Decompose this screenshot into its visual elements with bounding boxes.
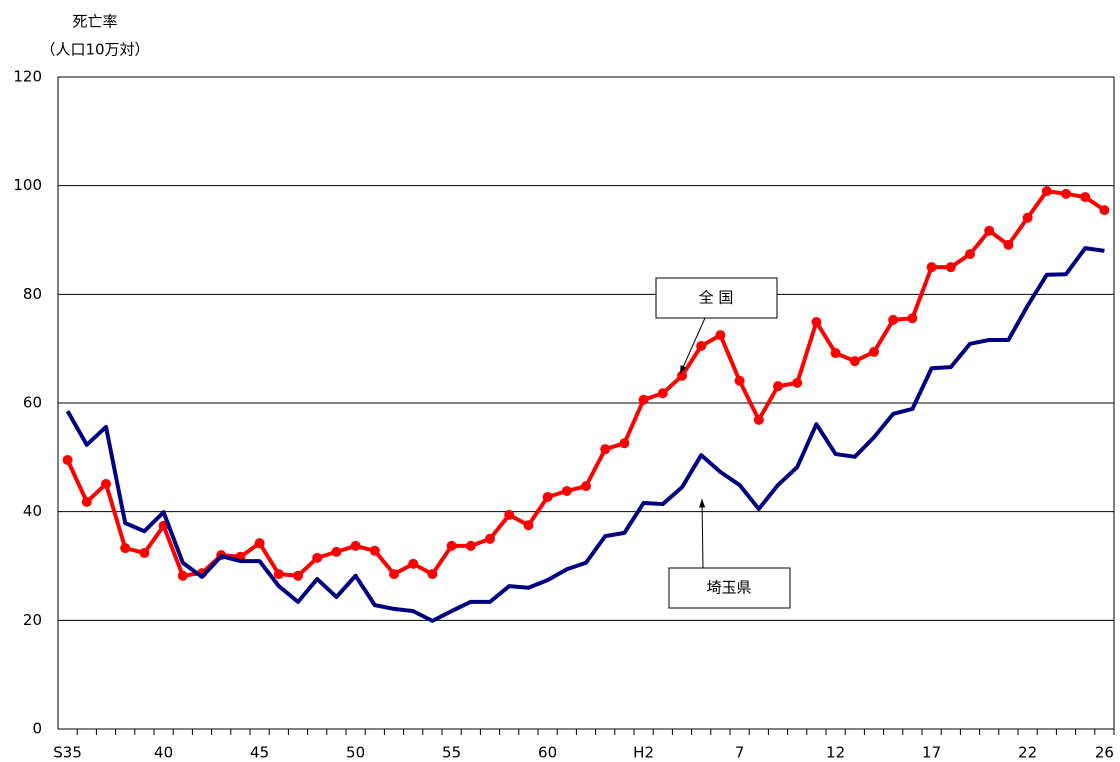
point <box>811 317 822 328</box>
point <box>139 547 150 558</box>
point <box>293 570 303 581</box>
point <box>369 545 380 556</box>
y-tick-label: 80 <box>23 285 42 303</box>
point <box>734 375 745 386</box>
point <box>254 538 265 549</box>
point <box>523 520 534 531</box>
y-tick-label: 0 <box>32 720 42 738</box>
point <box>427 569 438 580</box>
point <box>1080 192 1091 203</box>
point <box>1022 212 1033 223</box>
point <box>600 444 611 455</box>
x-tick-label: H2 <box>633 744 654 762</box>
annotation-box <box>655 277 778 319</box>
point <box>62 455 73 466</box>
point <box>657 388 668 399</box>
point <box>331 546 342 557</box>
plot-frame <box>57 76 1115 730</box>
point <box>177 570 188 581</box>
point <box>715 330 726 341</box>
point <box>965 249 975 260</box>
point <box>542 491 553 502</box>
point <box>389 569 399 580</box>
y-tick-label: 20 <box>23 611 42 629</box>
point <box>408 558 419 569</box>
point <box>561 486 572 497</box>
x-tick-label: 50 <box>346 744 365 762</box>
point <box>907 313 918 324</box>
x-tick-label: 60 <box>538 744 557 762</box>
point <box>849 356 860 367</box>
point <box>926 262 937 273</box>
series-line <box>65 246 1105 623</box>
point <box>830 348 841 359</box>
annotation-label: 埼玉県 <box>706 579 751 597</box>
point <box>638 394 649 405</box>
point <box>101 478 111 489</box>
annotation-box <box>668 567 791 609</box>
point <box>696 340 707 351</box>
point <box>465 540 476 551</box>
x-tick-label: S35 <box>53 744 82 762</box>
series-line <box>65 189 1106 578</box>
annotation-label: 全 国 <box>699 289 734 307</box>
point <box>1003 239 1014 250</box>
point <box>869 346 879 357</box>
point <box>888 314 899 325</box>
y-tick-label: 40 <box>23 502 42 520</box>
x-tick-label: 12 <box>826 744 845 762</box>
point <box>581 481 591 492</box>
y-tick-label: 100 <box>13 176 42 194</box>
point <box>1041 186 1052 197</box>
point <box>446 540 457 551</box>
x-tick-label: 55 <box>442 744 461 762</box>
point <box>312 552 323 563</box>
x-tick-label: 7 <box>735 744 745 762</box>
point <box>1061 188 1071 199</box>
point <box>485 533 495 544</box>
point <box>792 377 803 388</box>
point <box>677 370 687 381</box>
point <box>1099 205 1110 216</box>
point <box>945 262 956 273</box>
y-axis-label: （人口10万対） <box>40 41 149 59</box>
point <box>120 543 131 554</box>
x-tick-label: 17 <box>922 744 941 762</box>
point <box>81 496 92 507</box>
x-tick-label: 26 <box>1095 744 1114 762</box>
point <box>350 540 361 551</box>
x-tick-label: 22 <box>1018 744 1037 762</box>
arrow-head <box>680 365 687 374</box>
point <box>504 509 515 520</box>
x-tick-label: 40 <box>154 744 173 762</box>
y-tick-label: 60 <box>23 394 42 412</box>
point <box>273 569 284 580</box>
point <box>619 438 630 449</box>
y-axis-label: 死亡率 <box>72 13 117 31</box>
point <box>984 225 995 236</box>
point <box>773 381 783 392</box>
annotation-arrow <box>679 317 706 375</box>
point <box>753 414 764 425</box>
arrow-head <box>699 499 706 508</box>
x-tick-label: 45 <box>250 744 269 762</box>
y-tick-label: 120 <box>13 68 42 86</box>
annotation-arrow <box>701 498 704 569</box>
